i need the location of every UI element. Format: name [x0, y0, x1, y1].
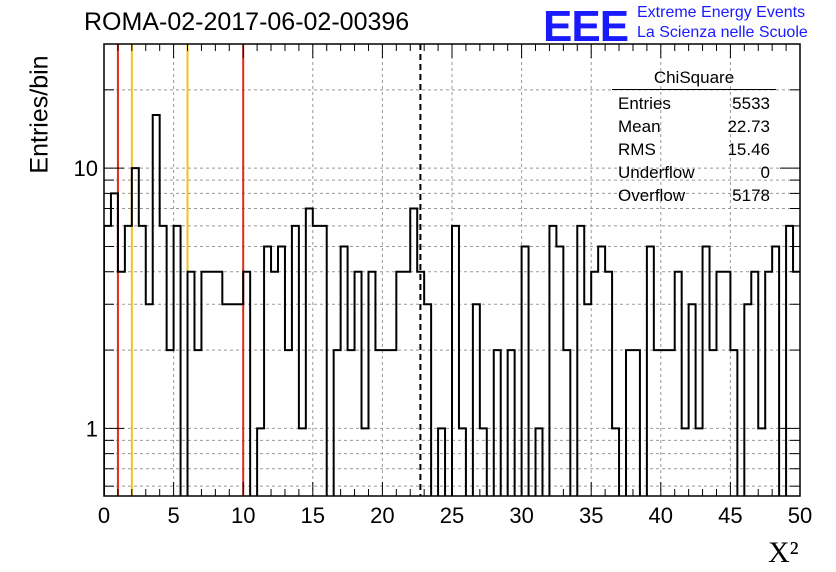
- y-tick-label: 10: [74, 156, 98, 181]
- stats-box: ChiSquare Entries 5533 Mean 22.73 RMS 15.46…: [612, 68, 776, 207]
- x-tick-label: 50: [788, 503, 812, 528]
- stats-label: Underflow: [618, 163, 695, 182]
- logo-line-1: Extreme Energy Events: [637, 4, 806, 21]
- logo-line-2: La Scienza nelle Scuole: [637, 24, 808, 41]
- stats-value: 22.73: [727, 117, 770, 136]
- stats-value: 0: [760, 163, 770, 182]
- x-axis-label: X²: [768, 536, 799, 569]
- x-tick-label: 25: [440, 503, 464, 528]
- stats-row: Mean 22.73: [612, 115, 776, 138]
- stats-title: ChiSquare: [612, 68, 776, 90]
- x-tick-label: 15: [301, 503, 325, 528]
- y-tick-label: 1: [86, 416, 98, 441]
- x-tick-label: 35: [579, 503, 603, 528]
- stats-row: RMS 15.46: [612, 138, 776, 161]
- x-tick-label: 10: [231, 503, 255, 528]
- stats-value: 15.46: [727, 140, 770, 159]
- tick-labels: 0 5 10 15 20 25 30 35 40 45 50 1 10: [74, 156, 813, 528]
- stats-value: 5178: [732, 186, 770, 205]
- histogram-outline: [104, 114, 800, 496]
- axis-ticks: [103, 43, 801, 496]
- y-axis-label: Entries/bin: [25, 55, 54, 174]
- x-tick-label: 40: [649, 503, 673, 528]
- stats-value: 5533: [732, 94, 770, 113]
- stats-row: Entries 5533: [612, 92, 776, 115]
- stats-label: Entries: [618, 94, 671, 113]
- x-tick-label: 30: [509, 503, 533, 528]
- eee-logo: EEE: [543, 2, 629, 51]
- stats-row: Overflow 5178: [612, 184, 776, 207]
- chart-title: ROMA-02-2017-06-02-00396: [84, 8, 410, 36]
- x-tick-label: 45: [718, 503, 742, 528]
- stats-label: Overflow: [618, 186, 686, 205]
- x-tick-label: 20: [370, 503, 394, 528]
- stats-row: Underflow 0: [612, 161, 776, 184]
- x-tick-label: 0: [98, 503, 110, 528]
- x-tick-label: 5: [167, 503, 179, 528]
- stats-label: Mean: [618, 117, 661, 136]
- stats-label: RMS: [618, 140, 656, 159]
